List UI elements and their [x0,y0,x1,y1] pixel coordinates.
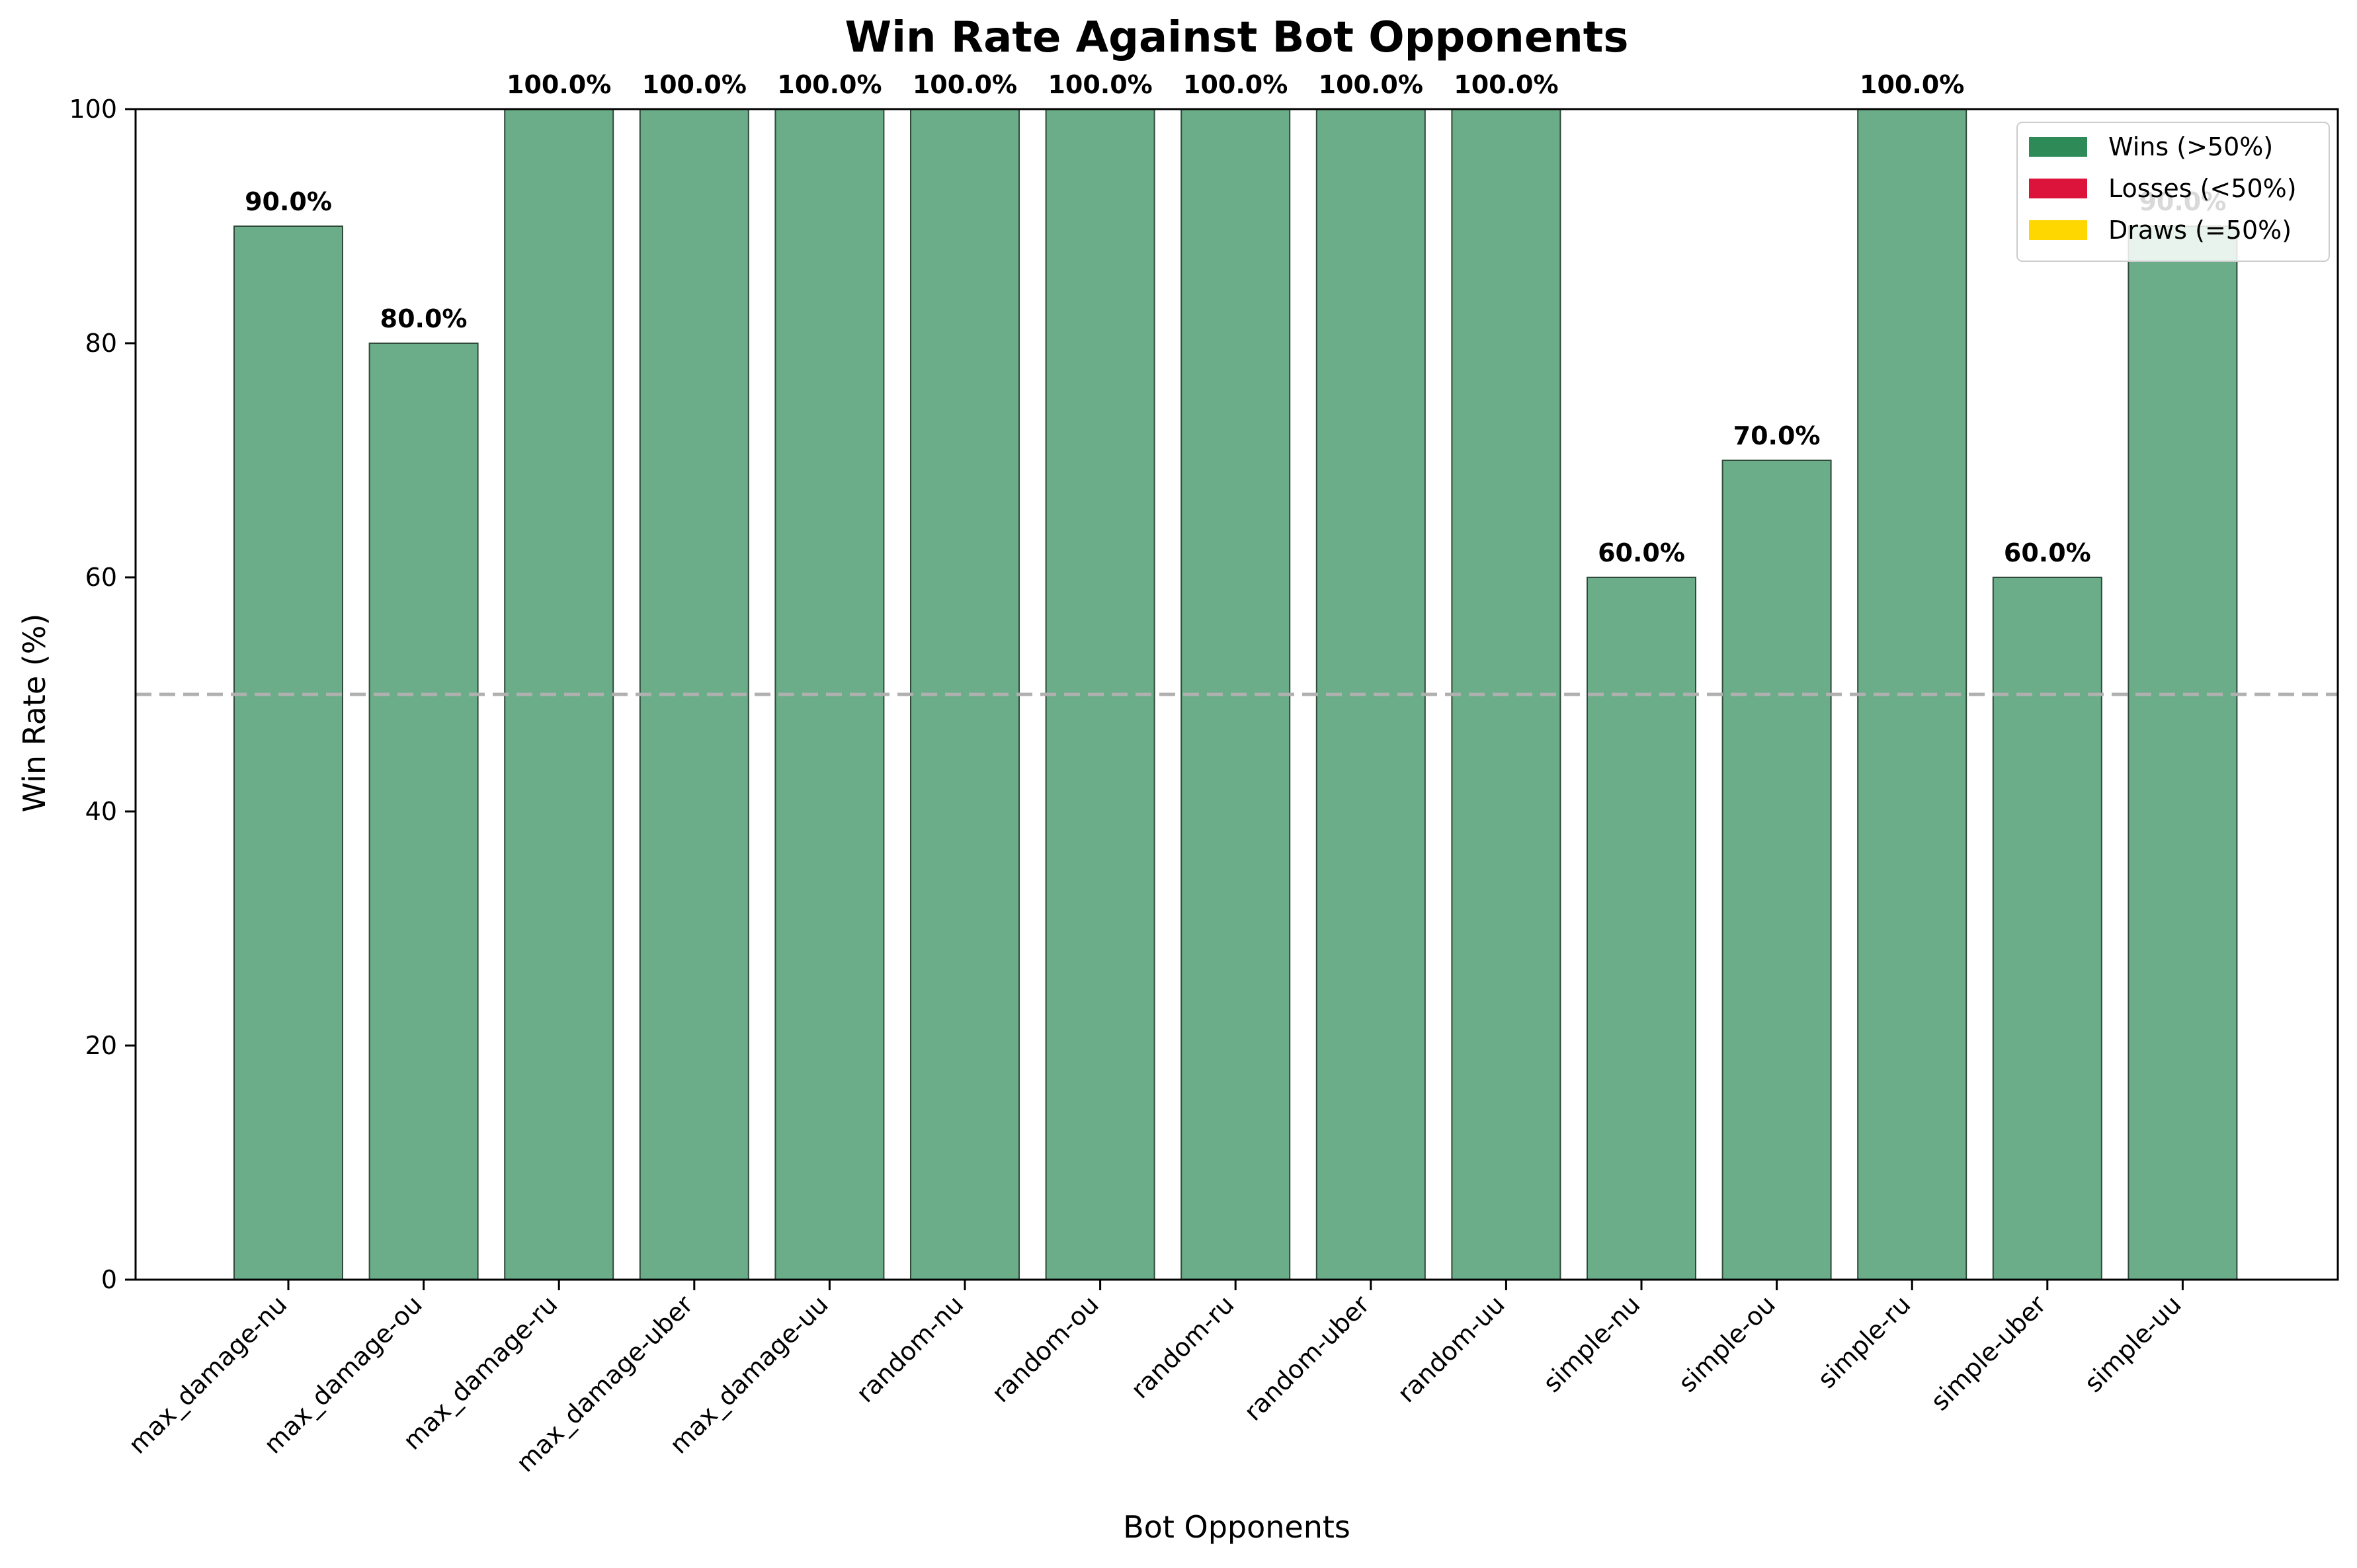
legend-swatch-0 [2029,137,2087,157]
legend-label-0: Wins (>50%) [2108,132,2273,161]
x-tick-label-simple-uber: simple-uber [1925,1290,2051,1416]
legend-label-1: Losses (<50%) [2108,174,2297,203]
y-tick-label-20: 20 [85,1031,117,1060]
value-label-max_damage-uber: 100.0% [642,70,747,99]
bar-simple-nu [1587,577,1696,1280]
bar-max_damage-ou [368,343,479,1280]
value-label-simple-nu: 60.0% [1598,538,1685,567]
value-label-random-uu: 100.0% [1454,70,1558,99]
y-axis-label: Win Rate (%) [17,614,52,813]
value-label-simple-uber: 60.0% [2004,538,2091,567]
x-axis-label: Bot Opponents [1123,1509,1350,1545]
legend-swatch-2 [2029,220,2087,240]
value-label-simple-ou: 70.0% [1733,421,1821,450]
chart-title: Win Rate Against Bot Opponents [845,13,1629,62]
x-tick-label-random-uu: random-uu [1392,1290,1510,1408]
value-label-max_damage-uu: 100.0% [777,70,882,99]
plot-area: 90.0% 80.0% 100.0% 100.0% 100.0% 100.0% 100.0%… [69,70,2339,1477]
value-label-max_damage-nu: 90.0% [245,187,332,216]
bar-max_damage-nu [233,226,343,1280]
x-tick-label-random-ru: random-ru [1125,1290,1239,1404]
value-label-max_damage-ru: 100.0% [507,70,611,99]
plot-frame [134,108,2339,1281]
x-tick-label-simple-nu: simple-nu [1538,1290,1646,1398]
x-tick-label-simple-uu: simple-uu [2079,1290,2187,1398]
bar-simple-uber [1992,577,2102,1280]
legend-box [2016,122,2330,262]
y-tick-label-80: 80 [85,329,117,358]
value-label-random-uber: 100.0% [1319,70,1423,99]
y-tick-label-40: 40 [85,797,117,826]
value-label-simple-ru: 100.0% [1860,70,1964,99]
value-label-random-nu: 100.0% [913,70,1017,99]
value-label-random-ou: 100.0% [1048,70,1152,99]
y-tick-label-60: 60 [85,563,117,592]
value-label-random-ru: 100.0% [1183,70,1288,99]
y-tick-label-0: 0 [101,1265,117,1294]
x-tick-label-random-nu: random-nu [850,1290,969,1408]
legend-swatch-1 [2029,179,2087,198]
x-tick-label-random-uber: random-uber [1238,1290,1375,1426]
bar-simple-ou [1721,460,1832,1280]
bar-simple-uu [2128,226,2238,1280]
value-label-max_damage-ou: 80.0% [380,304,468,333]
x-tick-label-simple-ou: simple-ou [1673,1290,1780,1397]
y-tick-label-100: 100 [69,95,117,124]
x-tick-label-random-ou: random-ou [986,1290,1104,1408]
legend-label-2: Draws (=50%) [2108,216,2292,245]
x-tick-label-simple-ru: simple-ru [1812,1290,1917,1394]
